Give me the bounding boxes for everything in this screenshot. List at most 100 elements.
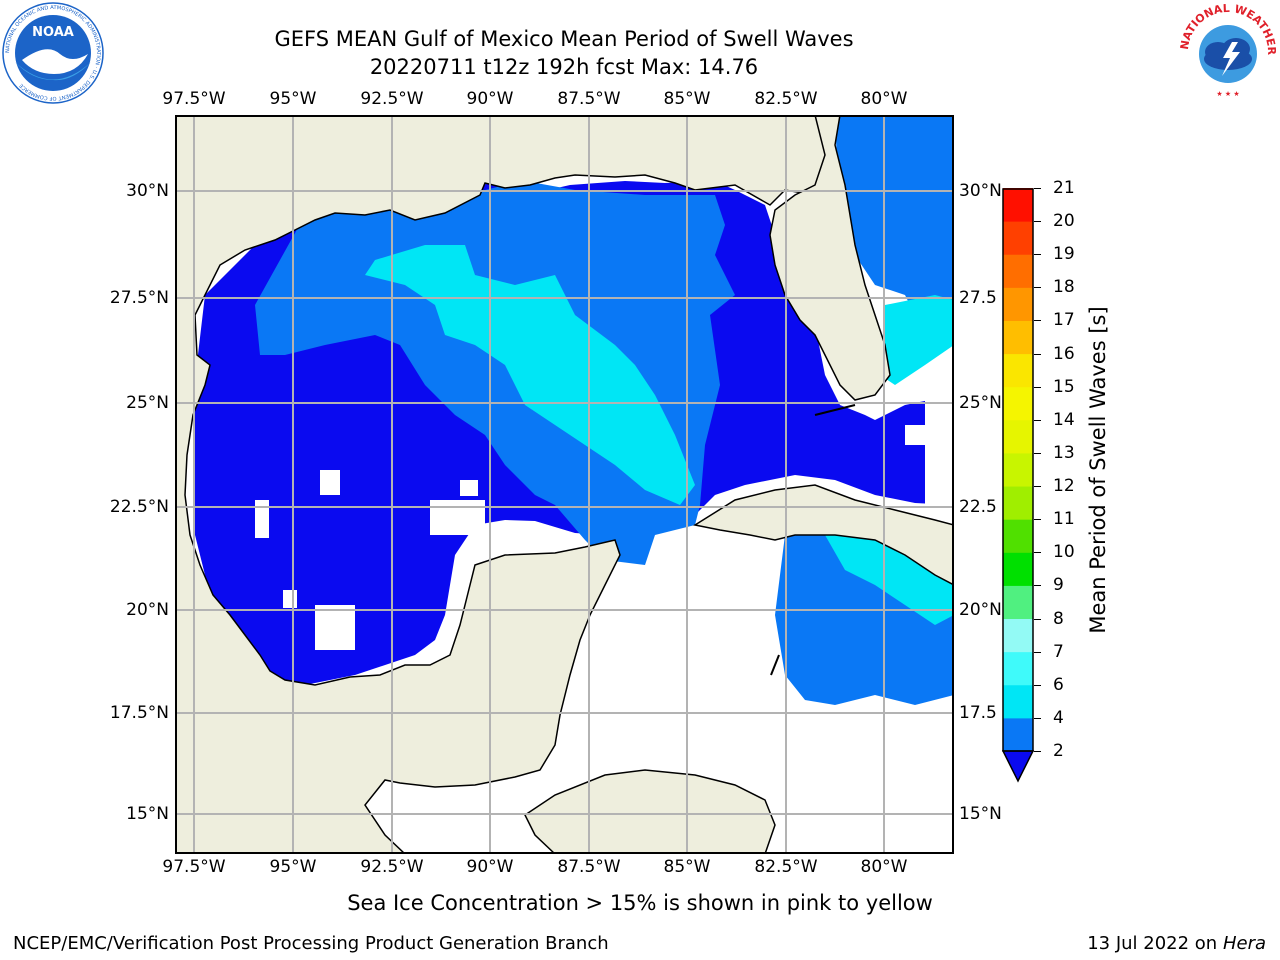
colorbar-segment (1003, 386, 1033, 421)
colorbar-segment (1003, 486, 1033, 520)
colorbar-tick-mark (1034, 287, 1041, 289)
land-florida (769, 114, 891, 401)
swell-field-6-7s (365, 245, 695, 505)
colorbar-tick-label: 10 (1053, 542, 1075, 563)
lat-label-left: 20°N (126, 600, 169, 620)
colorbar-tick-mark (1034, 751, 1041, 752)
colorbar-segment (1003, 188, 1033, 222)
colorbar-tick-label: 11 (1053, 509, 1075, 530)
colorbar-tick-mark (1034, 452, 1041, 454)
lon-label-bottom: 82.5°W (754, 857, 818, 877)
chart-title: GEFS MEAN Gulf of Mexico Mean Period of … (274, 27, 854, 51)
lat-label-right: 20°N (959, 600, 1002, 620)
colorbar-segment (1003, 353, 1033, 388)
lat-label-left: 15°N (126, 804, 169, 824)
colorbar-tick-label: 12 (1053, 476, 1075, 497)
map-canvas (174, 114, 955, 855)
colorbar-tick-label: 17 (1053, 310, 1075, 331)
colorbar-tick-mark (1034, 486, 1041, 488)
lon-label-bottom: 85°W (663, 857, 711, 877)
colorbar-segment (1003, 717, 1033, 752)
lon-label-top: 95°W (269, 89, 317, 109)
colorbar-segment (1003, 651, 1033, 686)
chart-subtitle: 20220711 t12z 192h fcst Max: 14.76 (369, 55, 759, 79)
colorbar-segment (1003, 519, 1033, 553)
lat-label-right: 30°N (959, 181, 1002, 201)
footer-date-text: 13 Jul 2022 on (1087, 933, 1223, 954)
colorbar-tick-mark (1034, 221, 1041, 223)
colorbar-frame (1002, 188, 1034, 752)
lon-label-top: 87.5°W (557, 89, 621, 109)
lat-label-right: 15°N (959, 804, 1002, 824)
colorbar-svg (1001, 188, 1035, 783)
colorbar-tick-label: 9 (1053, 575, 1064, 596)
lat-label-left: 17.5°N (109, 703, 169, 723)
nws-logo: NATIONAL WEATHER SERVICE ★ ★ ★ (1174, 0, 1278, 102)
lat-label-right: 27.5 (959, 288, 997, 308)
colorbar-extend-arrow (1001, 750, 1035, 783)
colorbar-segment (1003, 684, 1033, 719)
lon-label-bottom: 97.5°W (162, 857, 226, 877)
lon-label-top: 97.5°W (162, 89, 226, 109)
colorbar-segment (1003, 287, 1033, 321)
footer-date: 13 Jul 2022 on Hera (1087, 933, 1266, 954)
lon-label-top: 80°W (860, 89, 908, 109)
colorbar-tick-mark (1034, 320, 1041, 322)
colorbar-tick-label: 15 (1053, 376, 1075, 397)
colorbar-label: Mean Period of Swell Waves [s] (1086, 306, 1110, 634)
colorbar-tick-mark (1034, 386, 1041, 388)
swell-field-atlantic-cyan (880, 295, 954, 385)
lon-label-top: 82.5°W (754, 89, 818, 109)
lon-label-top: 90°W (466, 89, 514, 109)
lon-label-bottom: 95°W (269, 857, 317, 877)
colorbar-tick-label: 18 (1053, 277, 1075, 298)
lat-label-right: 25°N (959, 393, 1002, 413)
colorbar-tick-label: 6 (1053, 674, 1064, 695)
lat-label-left: 25°N (126, 393, 169, 413)
noaa-logo: NOAA NATIONAL OCEANIC AND ATMOSPHERIC AD… (2, 2, 104, 104)
colorbar-tick-mark (1034, 684, 1041, 686)
colorbar-tick-label: 14 (1053, 409, 1075, 430)
footer-credit: NCEP/EMC/Verification Post Processing Pr… (13, 933, 609, 954)
colorbar-segment (1003, 419, 1033, 454)
colorbar-segment (1003, 221, 1033, 255)
colorbar-segment (1003, 552, 1033, 586)
colorbar-tick-mark (1034, 353, 1041, 355)
swell-field-atlantic (835, 115, 954, 315)
map-frame (175, 115, 954, 854)
keys-islands (770, 404, 856, 676)
colorbar-segment (1003, 585, 1033, 620)
lat-label-left: 22.5°N (109, 497, 169, 517)
colorbar-tick-label: 16 (1053, 343, 1075, 364)
colorbar-tick-label: 19 (1053, 244, 1075, 265)
gulf-of-mexico-map (174, 114, 955, 855)
colorbar-tick-label: 2 (1053, 741, 1064, 761)
graticule (175, 115, 954, 854)
colorbar-tick-mark (1034, 519, 1041, 521)
lon-label-bottom: 90°W (466, 857, 514, 877)
colorbar-tick-label: 21 (1053, 178, 1075, 198)
colorbar-tick-mark (1034, 618, 1041, 620)
sea-ice-caption: Sea Ice Concentration > 15% is shown in … (347, 891, 933, 915)
swell-field-caribbean-cyan (825, 530, 954, 625)
colorbar-tick-mark (1034, 552, 1041, 554)
lon-label-bottom: 92.5°W (360, 857, 424, 877)
colorbar-tick-mark (1034, 585, 1041, 587)
lon-label-top: 85°W (663, 89, 711, 109)
lon-label-bottom: 87.5°W (557, 857, 621, 877)
colorbar-tick-mark (1034, 254, 1041, 256)
colorbar-tick-label: 8 (1053, 608, 1064, 629)
colorbar (1001, 188, 1036, 783)
colorbar-tick-mark (1034, 717, 1041, 719)
colorbar-segment (1003, 452, 1033, 487)
colorbar-segment (1003, 618, 1033, 653)
colorbar-tick-mark (1034, 651, 1041, 653)
colorbar-tick-label: 4 (1053, 707, 1064, 728)
footer-host: Hera (1222, 933, 1266, 954)
colorbar-tick-mark (1034, 419, 1041, 421)
lon-label-top: 92.5°W (360, 89, 424, 109)
colorbar-tick-mark (1034, 188, 1041, 189)
land-us-mexico (174, 114, 837, 855)
land (174, 114, 955, 855)
colorbar-tick-label: 13 (1053, 442, 1075, 463)
